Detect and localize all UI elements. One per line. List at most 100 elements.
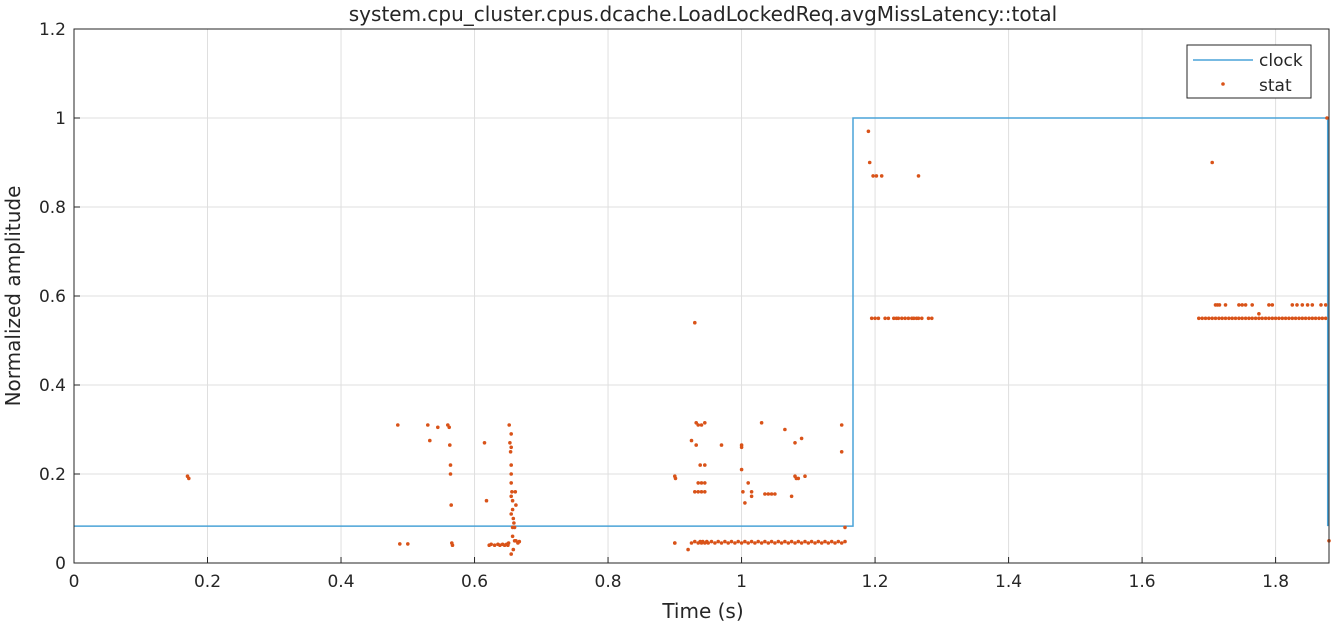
stat-point <box>1207 316 1211 321</box>
stat-point <box>398 542 402 546</box>
stat-point <box>1270 303 1275 307</box>
legend-clock-label: clock <box>1259 51 1303 71</box>
stat-point <box>513 490 518 494</box>
stat-point <box>916 174 921 178</box>
stat-point <box>803 474 807 479</box>
stat-point <box>1293 316 1298 321</box>
stat-point <box>912 316 916 321</box>
stat-point <box>749 539 754 544</box>
stat-point <box>1267 303 1271 307</box>
y-tick-label: 1 <box>55 109 66 129</box>
stat-point <box>512 521 516 525</box>
stat-point <box>1213 316 1218 321</box>
stat-point <box>930 316 934 321</box>
stat-point <box>511 547 516 552</box>
stat-point <box>482 441 487 445</box>
stat-point <box>686 547 690 552</box>
x-tick-label: 1.8 <box>1262 572 1289 592</box>
stat-point <box>506 541 511 545</box>
stat-point <box>694 443 698 447</box>
stat-point <box>1210 316 1214 321</box>
stat-point <box>776 539 781 544</box>
stat-point <box>906 316 911 321</box>
x-tick-label: 1.6 <box>1129 572 1156 592</box>
stat-point <box>1250 303 1254 307</box>
stat-point <box>763 492 767 496</box>
stat-point <box>689 438 694 443</box>
stat-point <box>869 316 874 321</box>
stat-point <box>753 541 757 545</box>
stat-point <box>786 541 791 545</box>
stat-point <box>1243 303 1248 307</box>
stat-point <box>1250 316 1254 321</box>
legend-box <box>1186 44 1312 99</box>
stat-point <box>517 539 522 544</box>
stat-point <box>1300 303 1305 307</box>
stat-point <box>739 541 744 545</box>
stat-point <box>689 541 694 545</box>
stat-point <box>699 423 704 427</box>
stat-point <box>673 476 678 481</box>
stat-point <box>1290 316 1295 321</box>
stat-point <box>743 539 747 544</box>
stat-point <box>1295 303 1299 307</box>
stat-point <box>1210 160 1214 165</box>
stat-point <box>698 463 702 467</box>
stat-point <box>843 525 847 530</box>
chart-title: system.cpu_cluster.cpus.dcache.LoadLocke… <box>349 2 1057 26</box>
stat-point <box>1200 316 1204 321</box>
stat-point <box>514 503 518 507</box>
legend: clock stat <box>1186 44 1312 99</box>
y-tick-label: 0.4 <box>39 376 66 396</box>
stat-point <box>492 543 497 547</box>
stat-point <box>1280 316 1285 321</box>
stat-point <box>796 539 801 544</box>
stat-point <box>769 539 774 544</box>
stat-point <box>693 539 697 544</box>
stat-point <box>1307 316 1311 321</box>
stat-point <box>699 481 704 485</box>
stat-point <box>703 490 707 494</box>
x-axis-label: Time (s) <box>661 599 743 623</box>
stat-series <box>185 116 1331 556</box>
stat-point <box>926 316 931 321</box>
stat-point <box>1273 316 1278 321</box>
stat-point <box>789 494 794 499</box>
stat-point <box>1220 316 1224 321</box>
stat-point <box>1223 303 1228 307</box>
stat-point <box>436 425 440 430</box>
stat-point <box>892 316 896 321</box>
stat-point <box>1267 316 1271 321</box>
stat-point <box>1297 316 1301 321</box>
stat-point <box>1323 316 1328 321</box>
stat-point <box>833 541 837 545</box>
stat-point <box>756 539 760 544</box>
stat-point <box>733 541 737 545</box>
stat-point <box>1217 303 1222 307</box>
stat-point <box>489 542 494 547</box>
stat-point <box>773 541 777 545</box>
x-tick-label: 1.2 <box>862 572 889 592</box>
stat-point <box>874 174 879 178</box>
stat-point <box>896 316 901 321</box>
stat-point <box>816 539 821 544</box>
stat-point <box>713 541 717 545</box>
stat-point <box>839 423 844 427</box>
x-tick-label: 0.6 <box>461 572 488 592</box>
stat-point <box>1270 316 1275 321</box>
stat-point <box>510 507 515 512</box>
stat-point <box>484 498 489 503</box>
stat-point <box>1300 316 1305 321</box>
stat-point <box>510 498 515 503</box>
stat-point <box>507 423 512 427</box>
stat-point <box>447 425 452 430</box>
stat-point <box>448 472 453 476</box>
stat-point <box>508 450 513 454</box>
stat-point <box>696 481 700 485</box>
stat-point <box>813 541 817 545</box>
stat-point <box>1240 316 1244 321</box>
stat-point <box>673 541 677 545</box>
stat-point <box>796 476 801 481</box>
y-tick-label: 0 <box>55 554 66 574</box>
legend-stat-label: stat <box>1259 76 1292 96</box>
